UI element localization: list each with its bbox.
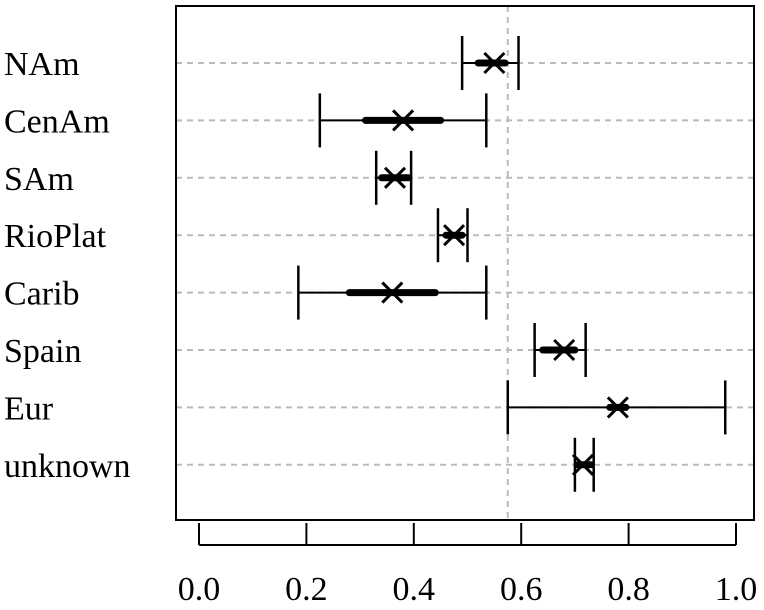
category-label: Carib — [4, 276, 80, 313]
category-label: Eur — [4, 390, 54, 427]
point-estimate-marker — [571, 453, 595, 476]
category-label: CenAm — [4, 103, 110, 140]
category-label: RioPlat — [4, 218, 107, 255]
point-estimate-marker — [381, 281, 404, 304]
x-tick-label: 0.0 — [178, 571, 221, 608]
category-label: SAm — [4, 161, 74, 198]
plot-frame — [175, 5, 755, 521]
x-tick-label: 0.8 — [607, 571, 650, 608]
x-tick-label: 0.4 — [393, 571, 436, 608]
category-label: Spain — [4, 333, 81, 370]
category-label: NAm — [4, 46, 80, 83]
x-axis: 0.0 0.2 0.4 0.6 0.8 1.0 — [178, 523, 758, 608]
category-labels: NAm CenAm SAm RioPlat Carib Spain Eur unknown — [4, 46, 131, 485]
x-tick-label: 1.0 — [715, 571, 758, 608]
gridlines — [176, 62, 754, 466]
point-estimate-marker — [553, 338, 576, 362]
point-estimate-marker — [443, 224, 466, 247]
estimates — [297, 36, 727, 492]
point-estimate-marker — [383, 166, 407, 189]
x-tick-label: 0.6 — [500, 571, 543, 608]
x-tick-label: 0.2 — [285, 571, 328, 608]
point-estimate-marker — [483, 51, 506, 75]
point-estimate-marker — [391, 109, 415, 132]
point-estimate-marker — [606, 396, 629, 419]
category-label: unknown — [4, 448, 131, 485]
